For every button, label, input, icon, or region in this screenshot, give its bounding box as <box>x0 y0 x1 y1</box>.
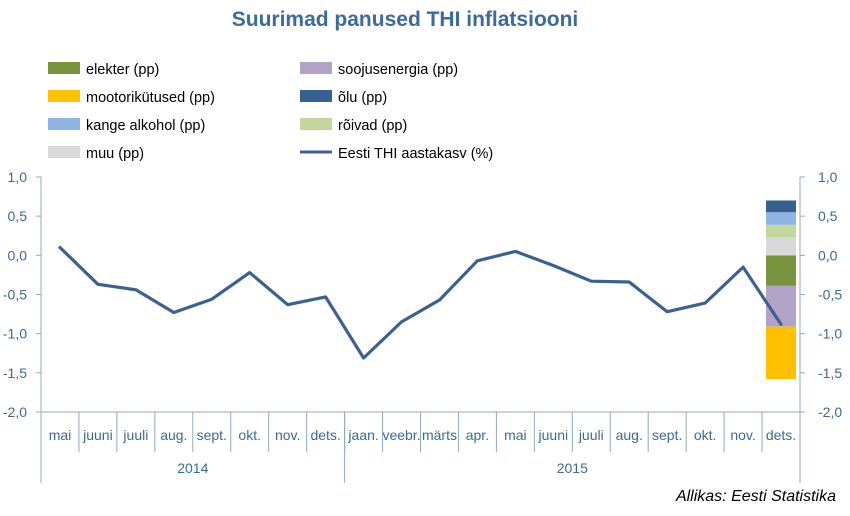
x-tick-label: juuli <box>122 427 148 443</box>
x-tick-label: sept. <box>197 427 227 443</box>
legend-swatch <box>48 62 80 74</box>
x-tick-label: mai <box>504 427 527 443</box>
legend-swatch <box>48 90 80 102</box>
legend-label: õlu (pp) <box>338 90 387 106</box>
legend-swatch <box>300 62 332 74</box>
x-tick-label: apr. <box>466 427 489 443</box>
bar-segment <box>766 285 797 327</box>
legend-label: Eesti THI aastakasv (%) <box>338 146 493 162</box>
y-tick-label-left: 0,5 <box>8 208 28 224</box>
x-tick-label: nov. <box>730 427 755 443</box>
x-tick-label: dets. <box>310 427 340 443</box>
legend-label: muu (pp) <box>86 146 144 162</box>
bar-segment <box>766 212 797 225</box>
x-tick-label: mai <box>49 427 72 443</box>
legend-swatch <box>300 118 332 130</box>
bar-segment <box>766 255 797 286</box>
y-tick-label-right: -0,5 <box>818 287 842 303</box>
source-note: Allikas: Eesti Statistika <box>675 488 836 505</box>
legend-label: mootorikütused (pp) <box>86 90 215 106</box>
legend-swatch <box>48 146 80 158</box>
x-tick-label: dets. <box>766 427 796 443</box>
legend-label: rõivad (pp) <box>338 118 407 134</box>
x-tick-label: juuli <box>578 427 604 443</box>
legend-label: soojusenergia (pp) <box>338 62 458 78</box>
bar-segment <box>766 200 797 213</box>
chart-title: Suurimad panused THI inflatsiooni <box>231 8 579 31</box>
legend-swatch <box>300 90 332 102</box>
y-tick-label-left: -1,5 <box>3 365 27 381</box>
y-tick-label-right: 0,0 <box>818 247 838 263</box>
x-tick-label: nov. <box>275 427 300 443</box>
y-tick-label-left: -1,0 <box>3 326 27 342</box>
x-tick-label: okt. <box>238 427 261 443</box>
cpi-line <box>58 245 783 360</box>
y-tick-label-right: -2,0 <box>818 404 842 420</box>
y-tick-label-right: 0,5 <box>818 208 838 224</box>
y-tick-label-left: 0,0 <box>8 247 28 263</box>
bar-segment <box>766 224 797 238</box>
legend-label: elekter (pp) <box>86 62 159 78</box>
year-label: 2014 <box>177 460 208 476</box>
bar-segment <box>766 237 797 256</box>
legend-swatch <box>48 118 80 130</box>
y-tick-label-left: 1,0 <box>8 169 28 185</box>
y-tick-label-left: -0,5 <box>3 287 27 303</box>
legend-label: kange alkohol (pp) <box>86 118 205 134</box>
y-tick-label-right: -1,5 <box>818 365 842 381</box>
x-tick-label: veebr. <box>382 427 420 443</box>
x-tick-label: aug. <box>616 427 643 443</box>
x-tick-label: okt. <box>694 427 717 443</box>
x-tick-label: juuni <box>538 427 569 443</box>
bar-segment <box>766 326 797 380</box>
x-tick-label: märts <box>422 427 457 443</box>
x-tick-label: jaan. <box>347 427 378 443</box>
x-tick-label: juuni <box>82 427 113 443</box>
x-tick-label: aug. <box>160 427 187 443</box>
year-label: 2015 <box>557 460 588 476</box>
y-tick-label-right: -1,0 <box>818 326 842 342</box>
x-tick-label: sept. <box>652 427 682 443</box>
y-tick-label-left: -2,0 <box>3 404 27 420</box>
y-tick-label-right: 1,0 <box>818 169 838 185</box>
